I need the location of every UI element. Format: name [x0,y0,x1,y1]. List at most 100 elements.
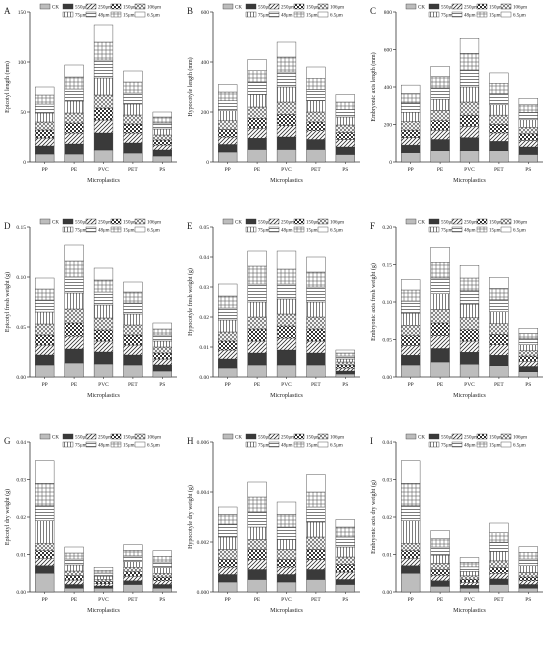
bar-segment [306,579,326,593]
panel-d: D 0.00 0.05 0.10 0.15 Epicotyl fresh weight (… [4,218,177,399]
bar-segment [93,576,114,580]
bar-segment [401,144,421,153]
y-axis-label: Epicotyl length (mm) [4,61,11,113]
bar-segment [489,114,509,125]
bar-segment [430,277,450,294]
bar-segment [64,570,84,576]
bar-segment [276,101,297,115]
y-tick-label: 0.006 [197,440,210,446]
bar-segment [401,279,421,291]
bar-segment [306,100,326,113]
legend-swatch [110,441,122,448]
legend-swatch [451,433,463,440]
bar-segment [218,524,238,538]
bar-segment [459,579,480,583]
x-tick-label: PVC [464,382,475,388]
bar-segment [306,549,326,560]
legend-swatch [293,3,305,10]
y-tick-label: 50 [21,110,27,116]
bar-segment [518,119,538,128]
bar-segment [152,358,172,366]
bar-segment [152,352,172,360]
x-axis-label: Microplastics [270,608,303,614]
bar-segment [64,322,84,337]
legend-swatch [110,433,122,440]
bar-segment [489,288,509,300]
bar-segment [430,361,450,378]
bar-segment [306,78,326,90]
bar-segment [123,550,143,557]
bar-segment [218,84,238,93]
legend-swatch [451,3,463,10]
bar-segment [35,558,55,566]
bar-segment [152,322,172,330]
y-tick-label: 0.00 [16,590,26,596]
bar-segment [335,352,355,357]
bar-segment [459,575,480,580]
bar-segment [335,367,355,372]
bar-segment [430,322,450,336]
legend-swatch [476,218,488,225]
legend-swatch [245,11,257,18]
bar-segment [64,153,84,163]
bar-segment [276,149,297,163]
legend-swatch [110,11,122,18]
bar-segment [489,277,509,289]
legend-label: 550μm [75,221,89,226]
bar-segment [218,295,238,309]
bar-segment [93,304,114,319]
legend-swatch [268,226,280,233]
bar-segment [430,262,450,279]
legend-swatch [293,226,305,233]
legend-label: 250μm [98,221,112,226]
bar-segment [276,136,297,150]
y-tick-label: 200 [384,123,393,129]
bar-segment [401,289,421,302]
bar-segment [152,122,172,130]
x-axis-label: Microplastics [453,178,486,184]
legend-swatch [110,218,122,225]
bar-segment [335,571,355,580]
panel-a: A 0 50 100 150 Epicotyl length (mm) Microplast… [4,3,177,184]
x-tick-label: PS [159,167,165,173]
y-tick-label: 0.03 [382,478,392,484]
bar-segment [401,301,421,314]
bar-segment [93,291,114,306]
bar-segment [518,338,538,345]
bar-segment [518,355,538,362]
bar-segment [152,580,172,585]
bar-segment [152,584,172,589]
x-tick-label: PVC [98,382,109,388]
y-tick-label: 0.05 [382,338,392,344]
bar-segment [35,505,55,521]
legend-label: 6.5μm [330,229,343,234]
bar-segment [430,139,450,151]
legend-label: CK [235,6,242,11]
bar-segment [276,581,297,593]
legend-label: 75μm [258,229,270,234]
bar-segment [35,520,55,544]
bar-segment [247,316,267,330]
bar-segment [430,348,450,363]
bar-segment [401,152,421,163]
bar-segment [306,139,326,150]
bar-segment [123,302,143,315]
x-tick-label: PS [342,597,348,603]
y-tick-label: 0.01 [16,553,26,559]
legend-swatch [476,226,488,233]
legend-label: 106μm [513,6,527,11]
y-tick-label: 600 [201,10,210,16]
bar-segment [276,313,297,327]
bar-segment [306,316,326,330]
bar-segment [489,578,509,585]
bar-segment [401,460,421,484]
bar-segment [247,106,267,119]
bar-segment [459,265,480,279]
bar-segment [459,317,480,330]
legend-swatch [317,3,329,10]
bar-segment [64,260,84,278]
panel-e: E 0.00 0.01 0.02 0.03 0.04 0.05 Hypocotyle fres… [187,218,360,399]
legend-swatch [317,433,329,440]
legend: CK 550μm 250μm 150μm 106μm 75μm 48μm 15μm 6.5μm [405,3,527,19]
legend-swatch [451,441,463,448]
